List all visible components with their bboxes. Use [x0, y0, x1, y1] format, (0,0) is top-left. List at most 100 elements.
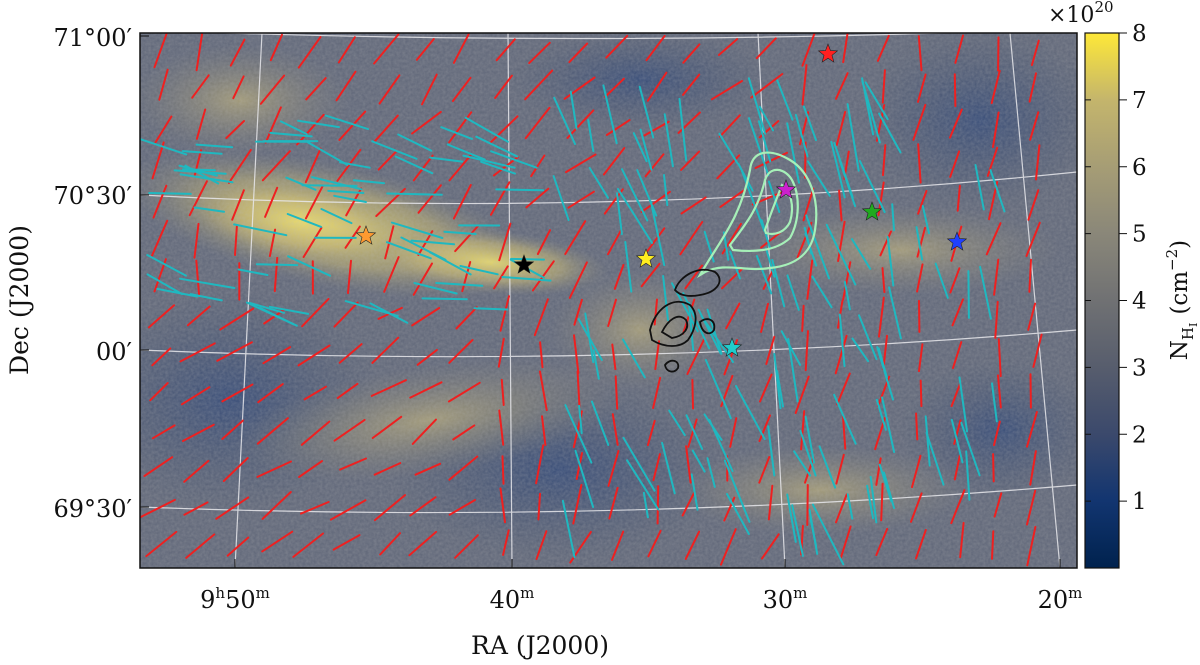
red-segment-315	[261, 530, 294, 553]
red-segment-32	[451, 76, 472, 102]
cyan-segment-199	[967, 270, 970, 319]
red-segment-20	[917, 35, 923, 72]
red-segment-237	[950, 382, 962, 408]
red-segment-57	[489, 115, 519, 144]
cyan-segment-196	[965, 450, 971, 501]
red-segment-245	[333, 418, 366, 442]
cyan-segment-135	[574, 449, 595, 509]
cyan-segment-142	[802, 105, 817, 142]
red-segment-35	[563, 76, 596, 100]
cyan-segment-64	[480, 160, 516, 175]
red-segment-18	[842, 33, 849, 64]
light-green-contours	[696, 151, 818, 279]
red-segment-184	[760, 302, 769, 333]
cyan-segment-171	[786, 493, 797, 543]
red-segment-145	[195, 259, 201, 297]
cyan-segment-12	[237, 268, 269, 276]
red-segment-243	[256, 417, 289, 445]
cyan-segment-9	[459, 265, 499, 276]
red-segment-3	[269, 33, 283, 62]
cyan-segment-96	[590, 400, 610, 446]
star-marker-6	[861, 201, 883, 221]
red-segment-303	[723, 496, 736, 522]
red-segment-290	[215, 496, 250, 520]
star-marker-4	[721, 337, 743, 357]
red-segment-306	[835, 493, 848, 524]
cyan-segment-148	[757, 120, 772, 163]
red-segment-79	[412, 154, 434, 182]
star-marker-5	[775, 179, 797, 199]
cyan-segment-187	[960, 421, 981, 477]
cyan-segment-108	[846, 103, 860, 172]
cyan-segment-17	[195, 143, 234, 149]
red-segment-266	[222, 457, 249, 482]
cyan-segment-98	[794, 113, 809, 158]
red-segment-61	[643, 120, 670, 137]
cyan-segment-51	[248, 301, 285, 314]
red-segment-180	[607, 298, 617, 327]
cyan-segment-34	[156, 287, 198, 298]
cyan-segment-32	[429, 156, 464, 163]
grid-ra-40	[507, 33, 513, 568]
cyan-segment-164	[622, 436, 656, 492]
cyan-segment-125	[588, 166, 609, 199]
red-segment-175	[411, 307, 441, 327]
green-contour-outer	[696, 151, 818, 279]
cyan-segment-133	[843, 280, 851, 311]
red-segment-302	[681, 490, 696, 517]
red-segment-131	[564, 220, 587, 255]
red-segment-173	[333, 301, 359, 328]
red-segment-205	[654, 340, 660, 371]
cyan-segment-169	[869, 475, 878, 524]
red-segment-86	[680, 150, 701, 171]
red-segment-314	[226, 536, 250, 557]
cyan-segment-174	[602, 84, 618, 145]
red-segment-84	[602, 147, 626, 176]
cyan-segment-42	[333, 194, 367, 203]
red-segment-189	[951, 298, 964, 327]
ra-label-50: 9h50m	[200, 584, 270, 614]
cyan-segment-38	[140, 138, 188, 156]
red-segment-139	[879, 230, 892, 257]
cyan-segment-139	[786, 274, 800, 311]
cyan-segment-188	[891, 203, 895, 232]
red-segment-236	[919, 379, 923, 408]
cyan-segment-36	[320, 208, 353, 225]
colorbar-tick-label-1: 1	[1132, 489, 1147, 515]
cyan-segment-47	[178, 164, 218, 177]
coordinate-grid	[140, 33, 1077, 568]
cyan-segment-191	[876, 346, 894, 401]
red-segment-140	[916, 226, 926, 258]
cyan-segment-33	[435, 282, 484, 287]
cyan-segment-178	[767, 180, 781, 213]
red-segment-305	[806, 484, 809, 526]
red-segment-291	[261, 491, 292, 520]
red-segment-1	[195, 33, 204, 72]
red-segment-169	[186, 305, 211, 327]
cyan-segment-198	[958, 376, 968, 433]
cyan-segment-173	[564, 404, 593, 464]
red-segment-265	[183, 459, 210, 483]
grid-dec-70-30	[140, 171, 1077, 205]
red-segment-250	[541, 415, 547, 446]
red-segment-203	[573, 334, 580, 374]
red-segment-292	[300, 501, 330, 515]
colorbar-tick-labels: 1 2 3 4 5 6 7 8	[1132, 21, 1147, 515]
cyan-segment-182	[915, 226, 924, 261]
red-segment-60	[605, 119, 631, 136]
red-segment-244	[300, 420, 331, 446]
colorbar-tick-label-6: 6	[1132, 155, 1147, 181]
red-segment-156	[613, 264, 625, 290]
grid-dec-71-00	[207, 33, 960, 40]
red-segment-222	[370, 379, 407, 397]
red-segment-132	[607, 228, 623, 256]
red-segment-44	[917, 73, 927, 103]
red-segment-162	[842, 261, 852, 301]
cyan-segment-109	[587, 119, 595, 153]
cyan-segment-186	[924, 415, 931, 467]
red-segment-38	[682, 73, 701, 96]
ra-label-20: 20m	[1038, 584, 1083, 614]
cyan-segment-106	[706, 457, 716, 488]
red-segment-11	[568, 42, 589, 64]
cyan-segment-175	[861, 77, 875, 136]
